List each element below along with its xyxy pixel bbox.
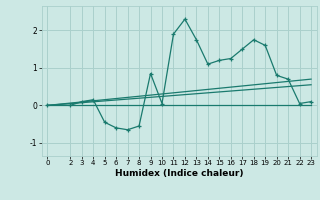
X-axis label: Humidex (Indice chaleur): Humidex (Indice chaleur): [115, 169, 244, 178]
